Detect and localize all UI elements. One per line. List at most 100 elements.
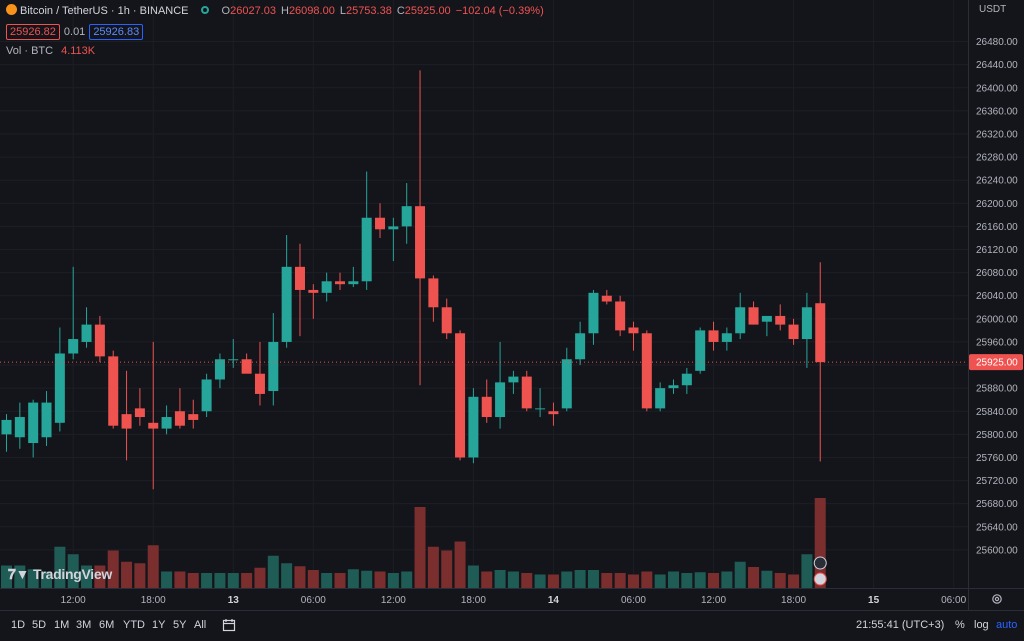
price-tick-label: 25800.00 xyxy=(976,430,1018,441)
candle-body xyxy=(161,417,172,429)
price-tick-label: 25840.00 xyxy=(976,407,1018,418)
auto-toggle[interactable]: auto xyxy=(996,619,1018,631)
candle-body xyxy=(481,396,492,418)
candle-body xyxy=(281,266,292,342)
volume-bar xyxy=(307,570,319,588)
price-tick-label: 26240.00 xyxy=(976,176,1018,187)
candle-body xyxy=(268,341,279,392)
candle-body xyxy=(468,396,479,458)
volume-bar xyxy=(521,573,533,588)
volume-bar xyxy=(187,573,199,588)
volume-bar xyxy=(627,574,639,588)
gear-icon[interactable] xyxy=(991,593,1003,605)
time-tick-label: 12:00 xyxy=(701,595,726,606)
price-tick-label: 26280.00 xyxy=(976,153,1018,164)
volume-bar xyxy=(41,571,53,588)
candle-body xyxy=(41,402,52,438)
candle-body xyxy=(81,324,92,342)
bottom-toolbar: 1D 5D 1M 3M 6M YTD 1Y 5Y All 21:55:41 (U… xyxy=(0,610,1024,641)
timeframe-5y[interactable]: 5Y xyxy=(173,619,187,631)
timeframe-6m[interactable]: 6M xyxy=(99,619,115,631)
volume-bar xyxy=(441,550,453,588)
volume-legend[interactable]: Vol · BTC 4.113K xyxy=(6,45,95,57)
candle-body xyxy=(28,402,39,444)
symbol-title[interactable]: Bitcoin / TetherUS · 1h · BINANCE xyxy=(20,5,189,17)
watermark-text: TradingView xyxy=(33,566,112,582)
candle-body xyxy=(375,217,386,230)
volume-value: 4.113K xyxy=(61,45,96,57)
volume-bar xyxy=(534,574,546,588)
candle-body xyxy=(681,373,692,386)
volume-bar xyxy=(401,571,413,588)
time-tick-label: 18:00 xyxy=(781,595,806,606)
candle-body xyxy=(548,411,559,415)
price-tick-label: 26120.00 xyxy=(976,245,1018,256)
candle-body xyxy=(695,330,706,371)
currency-label[interactable]: USDT xyxy=(979,4,1007,15)
candle-body xyxy=(561,359,572,409)
candle-body xyxy=(294,266,305,290)
candle-body xyxy=(655,388,666,409)
volume-bar xyxy=(134,563,146,588)
volume-bar xyxy=(814,498,826,588)
volume-bar xyxy=(547,574,559,588)
timeframe-5d[interactable]: 5D xyxy=(32,619,47,631)
last-price-label: 25925.00 xyxy=(976,358,1018,369)
candle-body xyxy=(54,353,65,423)
volume-bar xyxy=(321,573,333,588)
buy-price-button[interactable]: 25926.83 xyxy=(89,24,144,40)
candle-body xyxy=(801,307,812,340)
volume-bar xyxy=(254,567,266,588)
volume-bar xyxy=(81,565,93,588)
open-value: 26027.03 xyxy=(230,5,276,17)
timeframe-all[interactable]: All xyxy=(194,619,207,631)
candle-body xyxy=(134,408,145,418)
volume-bar xyxy=(94,565,106,588)
volume-bar xyxy=(507,571,519,588)
clock-timezone[interactable]: 21:55:41 (UTC+3) xyxy=(856,619,945,631)
price-tick-label: 25600.00 xyxy=(976,545,1018,556)
candle-body xyxy=(361,217,372,282)
volume-bar xyxy=(147,545,159,588)
price-tick-label: 26000.00 xyxy=(976,314,1018,325)
candle-body xyxy=(335,281,345,285)
volume-bar xyxy=(561,571,573,588)
time-tick-label: 15 xyxy=(868,595,880,606)
price-tick-label: 25880.00 xyxy=(976,384,1018,395)
time-tick-label: 18:00 xyxy=(141,595,166,606)
candle-body xyxy=(415,206,426,279)
volume-bar xyxy=(481,571,493,588)
market-status-icon[interactable] xyxy=(200,6,209,14)
volume-bar xyxy=(748,567,760,588)
volume-bar xyxy=(54,546,66,588)
volume-bar xyxy=(614,573,626,588)
last-price-badge xyxy=(969,354,1023,371)
volume-bar xyxy=(708,573,720,588)
time-tick-label: 06:00 xyxy=(621,595,646,606)
volume-bar xyxy=(721,571,733,588)
timeframe-ytd[interactable]: YTD xyxy=(123,619,145,631)
log-toggle[interactable]: log xyxy=(974,619,989,631)
timeframe-1m[interactable]: 1M xyxy=(54,619,70,631)
timeframe-1d[interactable]: 1D xyxy=(11,619,26,631)
candle-body xyxy=(108,356,119,426)
candle-body xyxy=(641,333,652,409)
volume-bar xyxy=(267,555,279,588)
candle-body xyxy=(201,379,212,412)
percent-toggle[interactable]: % xyxy=(955,619,965,631)
timeframe-1y[interactable]: 1Y xyxy=(152,619,166,631)
close-label: C xyxy=(396,5,405,17)
earnings-event-icon xyxy=(813,556,827,570)
volume-bar xyxy=(454,541,466,588)
sell-price-button[interactable]: 25926.82 xyxy=(6,24,60,40)
high-value: 26098.00 xyxy=(288,5,335,17)
candle-body xyxy=(748,307,759,325)
timeframe-3m[interactable]: 3M xyxy=(76,619,92,631)
candle-body xyxy=(401,206,412,227)
volume-bar xyxy=(774,573,786,588)
volume-bar xyxy=(587,570,599,588)
goto-date-icon[interactable] xyxy=(222,618,236,632)
candle-body xyxy=(348,281,359,285)
